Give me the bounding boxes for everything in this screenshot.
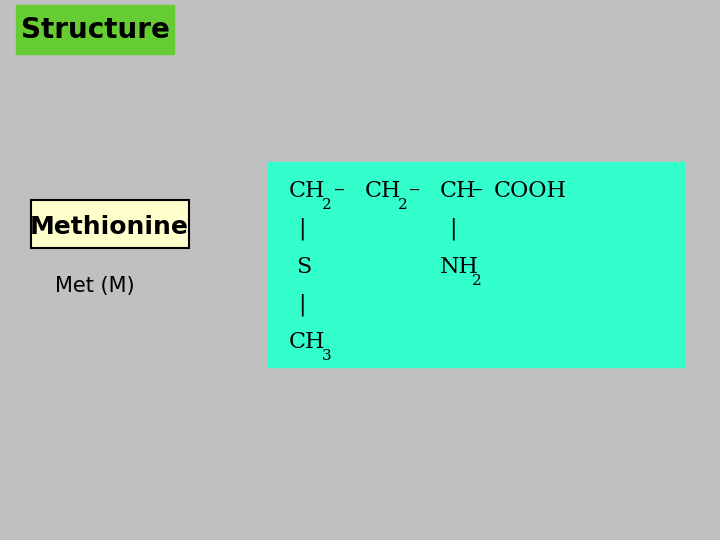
Text: –: – [472,180,483,202]
FancyBboxPatch shape [31,200,189,248]
Text: CH: CH [289,332,325,353]
Text: 2: 2 [397,198,408,212]
Text: |: | [449,218,456,240]
Text: COOH: COOH [494,180,567,202]
Text: 2: 2 [322,198,332,212]
Text: CH: CH [440,180,477,202]
Text: –: – [409,180,420,202]
Text: |: | [299,294,306,316]
FancyBboxPatch shape [268,162,684,367]
Text: –: – [333,180,345,202]
Text: Met (M): Met (M) [55,276,135,296]
Text: NH: NH [440,256,479,278]
Text: 2: 2 [472,274,481,288]
Text: CH: CH [364,180,401,202]
Text: CH: CH [289,180,325,202]
FancyBboxPatch shape [17,5,174,54]
Text: |: | [299,218,306,240]
Text: Methionine: Methionine [30,215,189,239]
Text: Structure: Structure [21,16,170,44]
Text: 3: 3 [322,349,332,363]
Text: S: S [297,256,312,278]
